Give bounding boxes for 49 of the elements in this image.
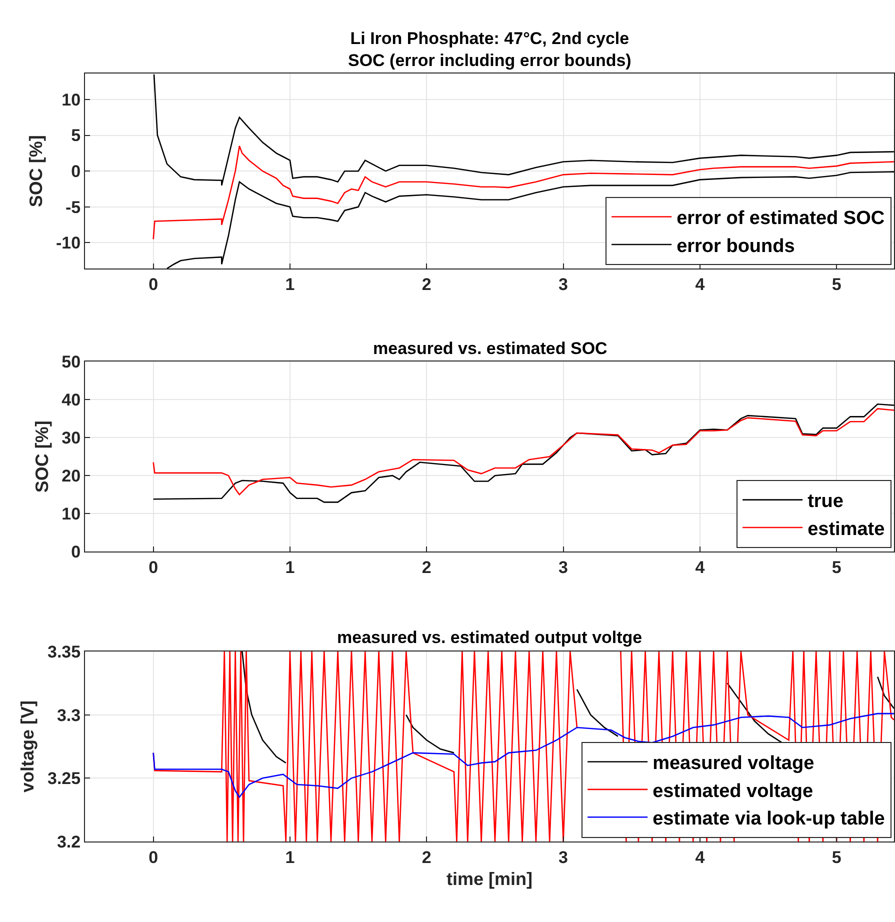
- x-tick-label: 5: [832, 558, 842, 577]
- legend-label: error of estimated SOC: [676, 208, 885, 230]
- legend-label: estimate via look-up table: [652, 808, 885, 830]
- x-tick-label: 0: [148, 558, 158, 577]
- y-axis-title: voltage [V]: [18, 700, 38, 792]
- x-tick-label: 3: [558, 558, 568, 577]
- x-tick-label: 1: [285, 848, 295, 867]
- y-tick-label: 0: [71, 162, 81, 182]
- x-tick-label: 2: [422, 274, 432, 294]
- y-tick-label: 3.35: [48, 642, 81, 662]
- x-tick-label: 0: [148, 274, 158, 294]
- x-tick-label: 4: [695, 274, 706, 294]
- y-tick-label: 50: [62, 352, 81, 372]
- x-tick-label: 4: [695, 848, 706, 867]
- y-tick-label: -5: [65, 198, 81, 217]
- x-tick-label: 5: [832, 274, 842, 294]
- y-axis-title: SOC [%]: [26, 135, 46, 208]
- y-tick-label: 3.2: [56, 832, 81, 852]
- y-axis-title: SOC [%]: [32, 420, 52, 493]
- chart-subtitle: SOC (error including error bounds): [348, 51, 632, 70]
- y-tick-label: 40: [62, 390, 81, 410]
- x-tick-label: 4: [695, 558, 706, 577]
- y-tick-label: 10: [62, 90, 81, 110]
- y-tick-label: 20: [62, 466, 81, 486]
- legend-label: measured voltage: [652, 753, 814, 774]
- chart-title: measured vs. estimated output voltge: [337, 628, 642, 647]
- y-tick-label: 5: [71, 126, 81, 146]
- x-tick-label: 1: [285, 558, 295, 577]
- x-tick-label: 3: [558, 848, 568, 867]
- x-axis-title: time [min]: [446, 868, 533, 889]
- x-tick-label: 1: [285, 274, 295, 294]
- chart-title: Li Iron Phosphate: 47°C, 2nd cycle: [350, 29, 630, 48]
- legend-label: true: [808, 491, 844, 512]
- x-tick-label: 3: [558, 274, 568, 294]
- legend-label: estimate: [808, 518, 885, 540]
- y-tick-label: -10: [56, 234, 81, 253]
- y-tick-label: 30: [62, 428, 81, 448]
- chart-title: measured vs. estimated SOC: [373, 339, 608, 358]
- y-tick-label: 3.3: [56, 706, 81, 725]
- x-tick-label: 2: [422, 848, 432, 867]
- y-tick-label: 3.25: [48, 769, 81, 788]
- y-tick-label: 10: [62, 504, 81, 524]
- x-tick-label: 0: [148, 848, 158, 867]
- legend-label: estimated voltage: [652, 780, 814, 802]
- x-tick-label: 2: [422, 558, 432, 577]
- y-tick-label: 0: [71, 542, 81, 562]
- x-tick-label: 5: [832, 848, 842, 867]
- legend-label: error bounds: [676, 236, 795, 257]
- line-series: [152, 145, 894, 240]
